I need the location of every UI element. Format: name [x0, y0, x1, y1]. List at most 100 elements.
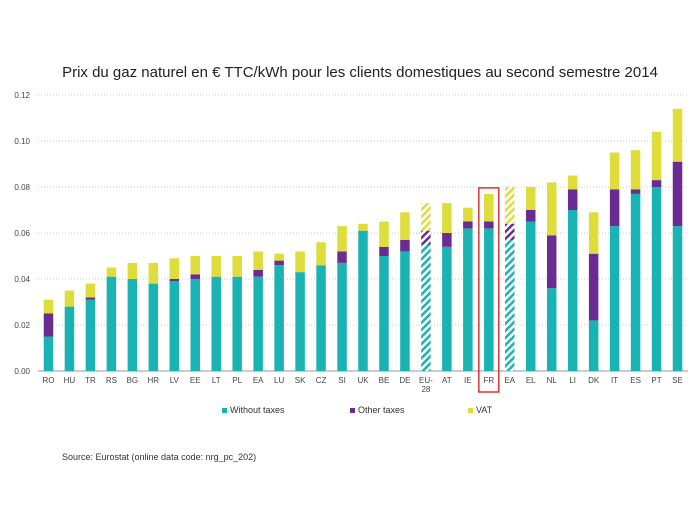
bar-segment-other-taxes	[672, 161, 683, 227]
bar-segment-vat	[211, 256, 221, 277]
bar-segment-without-taxes	[43, 336, 54, 371]
bar-segment-vat	[253, 251, 263, 270]
bar-segment-other-taxes	[274, 260, 284, 266]
bar-segment-without-taxes	[525, 221, 536, 371]
x-tick-label: EU-	[419, 376, 433, 385]
bar-segment-without-taxes	[358, 230, 368, 371]
bar-segment-vat	[442, 203, 452, 233]
highlight-box	[478, 187, 500, 393]
chart-title: Prix du gaz naturel en € TTC/kWh pour le…	[62, 64, 658, 81]
x-tick-label: SI	[338, 376, 346, 385]
bars	[43, 108, 683, 371]
y-tick-label: 0.08	[14, 183, 30, 192]
x-tick-label: EA	[253, 376, 264, 385]
bar-segment-vat	[337, 226, 347, 252]
bar-segment-vat	[525, 187, 536, 210]
x-axis: RO HU TR RS BG HR LV EE LT PL EA LU SK CZ SI UK BE DE EU-2…	[42, 376, 682, 394]
x-tick-label: DE	[399, 376, 410, 385]
source-note: Source: Eurostat (online data code: nrg_…	[62, 452, 256, 462]
legend: Without taxes Other taxes VAT	[222, 405, 493, 415]
bar-segment-other-taxes	[337, 251, 347, 263]
x-tick-label: EL	[526, 376, 536, 385]
bar-segment-vat	[169, 258, 180, 279]
bar-segment-vat	[630, 150, 641, 190]
y-tick-label: 0.12	[14, 91, 30, 100]
y-tick-label: 0.10	[14, 137, 30, 146]
legend-swatch	[350, 408, 355, 413]
x-tick-label: HU	[64, 376, 76, 385]
bar-segment-other-taxes	[546, 235, 557, 289]
bar-segment-without-taxes	[148, 283, 159, 371]
bar-segment-vat	[651, 131, 662, 181]
bar-segment-vat	[609, 152, 620, 190]
x-tick-label: SE	[672, 376, 683, 385]
bar-segment-without-taxes	[630, 193, 641, 371]
bar-segment-without-taxes	[672, 226, 683, 371]
bar-segment-other-taxes	[609, 189, 620, 227]
bar-segment-other-taxes	[169, 279, 180, 282]
bar-segment-vat	[505, 187, 515, 224]
bar-segment-other-taxes	[630, 189, 641, 194]
x-tick-label: ES	[630, 376, 641, 385]
x-tick-label: PL	[232, 376, 242, 385]
bar-segment-other-taxes	[421, 230, 431, 245]
bar-segment-vat	[85, 283, 96, 298]
bar-segment-other-taxes	[463, 221, 473, 229]
bar-segment-vat	[316, 242, 326, 266]
bar-segment-vat	[400, 212, 410, 240]
x-tick-label: HR	[148, 376, 160, 385]
bar-segment-vat	[274, 253, 284, 261]
y-tick-label: 0.06	[14, 229, 30, 238]
bar-segment-without-taxes	[442, 246, 452, 371]
bar-segment-vat	[484, 193, 494, 222]
bar-segment-vat	[421, 203, 431, 231]
bar-segment-without-taxes	[190, 279, 201, 371]
x-tick-label: AT	[442, 376, 452, 385]
bar-segment-vat	[672, 108, 683, 162]
x-tick-label: PT	[651, 376, 661, 385]
x-tick-label: FR	[483, 376, 494, 385]
bar-segment-vat	[148, 262, 159, 284]
bar-segment-without-taxes	[505, 239, 515, 371]
y-tick-label: 0.02	[14, 321, 30, 330]
bar-segment-without-taxes	[400, 251, 410, 371]
legend-swatch	[222, 408, 227, 413]
x-tick-label: BG	[127, 376, 139, 385]
x-tick-label: CZ	[316, 376, 327, 385]
bar-segment-vat	[64, 290, 75, 307]
x-tick-label: UK	[357, 376, 369, 385]
legend-label: Without taxes	[230, 405, 285, 415]
bar-segment-other-taxes	[442, 233, 452, 247]
bar-segment-vat	[190, 256, 201, 275]
bar-segment-without-taxes	[64, 306, 75, 371]
bar-segment-without-taxes	[421, 244, 431, 371]
bar-segment-vat	[379, 221, 389, 247]
bar-segment-without-taxes	[609, 226, 620, 371]
bar-segment-without-taxes	[232, 276, 242, 371]
x-tick-label: RS	[106, 376, 117, 385]
bar-segment-without-taxes	[274, 265, 284, 371]
bar-segment-without-taxes	[295, 272, 305, 371]
bar-segment-other-taxes	[567, 189, 578, 210]
bar-segment-without-taxes	[463, 228, 473, 371]
bar-segment-without-taxes	[127, 279, 138, 371]
y-tick-label: 0.04	[14, 275, 30, 284]
bar-segment-other-taxes	[400, 239, 410, 252]
bar-segment-vat	[106, 267, 117, 277]
x-tick-label: IT	[611, 376, 618, 385]
bar-segment-other-taxes	[651, 180, 662, 187]
x-tick-label: LU	[274, 376, 284, 385]
bar-segment-without-taxes	[316, 265, 326, 371]
bar-segment-vat	[588, 212, 599, 254]
bar-segment-other-taxes	[484, 221, 494, 229]
bar-segment-vat	[546, 182, 557, 236]
bar-segment-vat	[567, 175, 578, 190]
bar-segment-without-taxes	[651, 187, 662, 371]
x-tick-label: RO	[42, 376, 54, 385]
x-tick-label: IE	[464, 376, 472, 385]
bar-segment-without-taxes	[106, 276, 117, 371]
highlight-rect	[478, 187, 500, 393]
x-tick-label: NL	[547, 376, 558, 385]
bar-segment-without-taxes	[588, 320, 599, 371]
